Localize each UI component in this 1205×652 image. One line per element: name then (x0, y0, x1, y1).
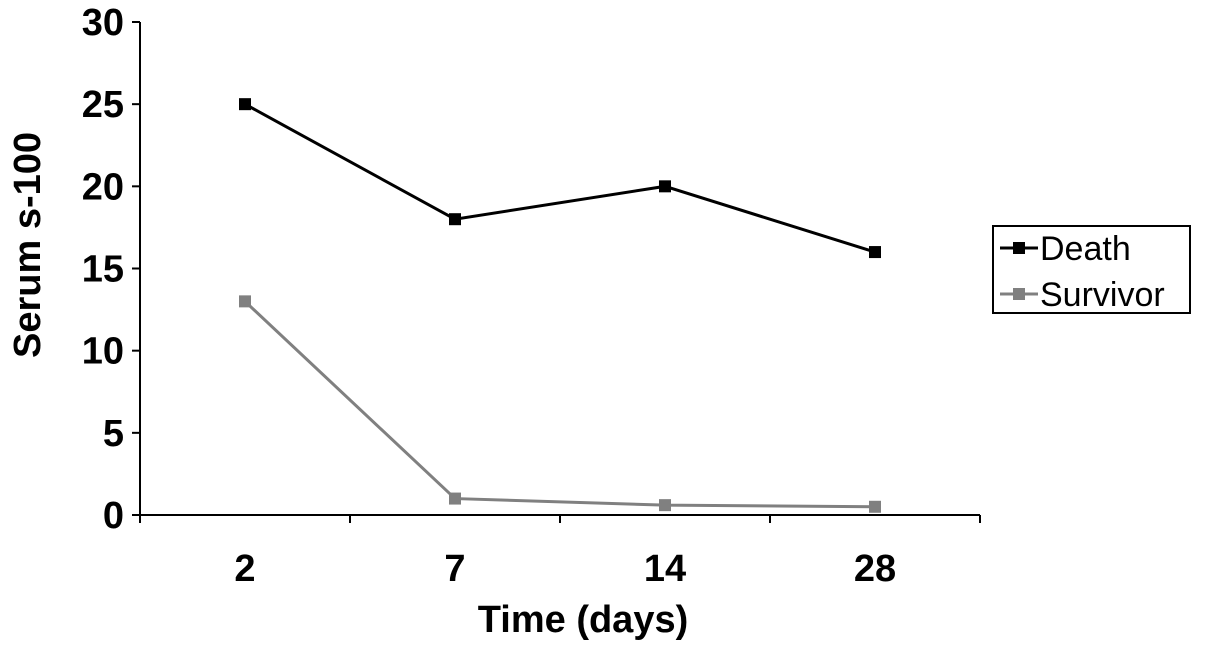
y-axis-title: Serum s-100 (7, 132, 49, 358)
data-point-marker (239, 295, 251, 308)
x-tick-label: 14 (644, 548, 686, 590)
y-tick-label: 25 (82, 84, 124, 126)
x-tick-label: 28 (854, 548, 896, 590)
data-point-marker (659, 180, 671, 193)
legend-marker (1013, 288, 1025, 300)
legend-marker (1013, 242, 1025, 254)
y-tick-label: 20 (82, 166, 124, 208)
y-tick-label: 0 (103, 495, 124, 537)
y-tick-label: 5 (103, 413, 124, 455)
axes (139, 22, 980, 516)
legend: Death Survivor (992, 225, 1191, 314)
y-tick-label: 10 (82, 331, 124, 373)
series-survivor (239, 295, 881, 513)
x-axis-ticks: 2 7 14 28 (139, 515, 981, 590)
y-axis-ticks: 0 5 10 15 20 25 30 (82, 2, 140, 537)
data-point-marker (869, 500, 881, 513)
x-tick-label: 7 (444, 548, 465, 590)
series-line (243, 300, 876, 509)
data-point-marker (869, 246, 881, 259)
data-point-marker (239, 98, 251, 111)
legend-item-death: Death (1000, 230, 1131, 268)
y-tick-label: 15 (82, 249, 124, 291)
series-line (244, 102, 876, 254)
data-point-marker (449, 492, 461, 505)
data-point-marker (659, 499, 671, 512)
data-point-marker (449, 213, 461, 226)
series-death (239, 98, 881, 259)
series-layer (239, 98, 881, 513)
legend-label: Survivor (1040, 276, 1165, 314)
x-tick-label: 2 (234, 548, 255, 590)
legend-item-survivor: Survivor (1000, 276, 1165, 314)
legend-box (992, 225, 1191, 314)
y-tick-label: 30 (82, 2, 124, 44)
legend-label: Death (1040, 230, 1131, 268)
x-axis-title: Time (days) (478, 599, 688, 641)
